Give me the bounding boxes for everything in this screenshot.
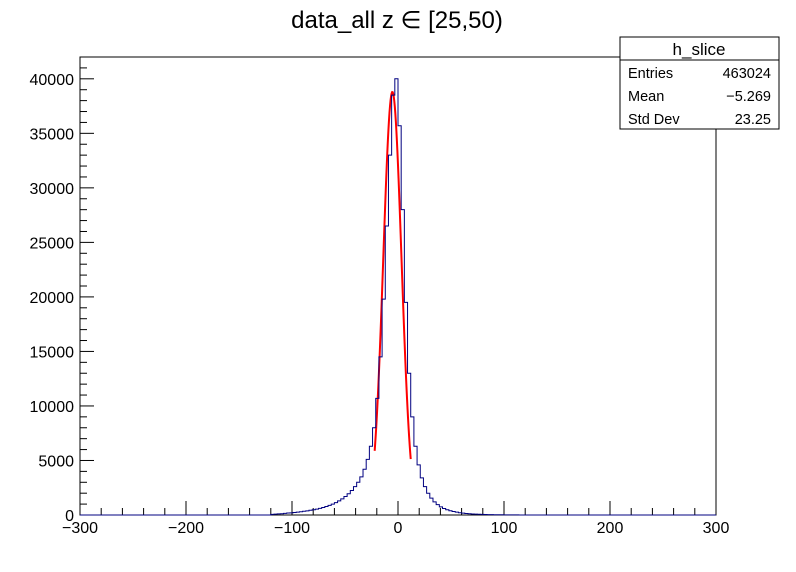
chart-title: data_all z ∈ [25,50) bbox=[291, 7, 503, 34]
x-tick-label: −300 bbox=[62, 520, 98, 537]
histogram-bin bbox=[392, 95, 395, 515]
y-tick-label: 15000 bbox=[30, 344, 75, 361]
histogram-outline bbox=[80, 78, 716, 516]
y-tick-label: 25000 bbox=[30, 235, 75, 252]
x-tick-label: 300 bbox=[703, 520, 730, 537]
y-tick-label: 30000 bbox=[30, 181, 75, 198]
x-tick-label: 200 bbox=[597, 520, 624, 537]
x-tick-label: −200 bbox=[168, 520, 204, 537]
x-tick-label: 0 bbox=[394, 520, 403, 537]
y-axis: 0 5000 10000 15000 20000 25000 30000 35000 40000 bbox=[30, 56, 94, 525]
stats-entries-label: Entries bbox=[628, 66, 673, 82]
stats-mean-label: Mean bbox=[628, 89, 664, 105]
y-tick-label: 5000 bbox=[38, 453, 74, 470]
stats-box-title: h_slice bbox=[673, 40, 726, 59]
stats-box-frame bbox=[619, 36, 780, 130]
y-tick-label: 35000 bbox=[30, 126, 75, 143]
x-tick-label: −100 bbox=[274, 520, 310, 537]
x-tick-label: 100 bbox=[491, 520, 518, 537]
y-tick-label: 40000 bbox=[30, 72, 75, 89]
stats-box: h_slice Entries 463024 Mean −5.269 Std D… bbox=[619, 36, 780, 130]
stats-stddev-label: Std Dev bbox=[628, 112, 680, 128]
stats-mean-value: −5.269 bbox=[726, 89, 771, 105]
gaussian-fit-curve bbox=[373, 90, 412, 460]
stats-stddev-value: 23.25 bbox=[735, 112, 771, 128]
stats-entries-value: 463024 bbox=[723, 66, 771, 82]
y-tick-label: 10000 bbox=[30, 399, 75, 416]
fit-curve-layer bbox=[373, 90, 412, 460]
histogram-layer bbox=[80, 78, 716, 516]
x-axis: −300 −200 −100 0 100 200 300 bbox=[62, 501, 729, 537]
y-tick-label: 20000 bbox=[30, 290, 75, 307]
histogram-bin bbox=[357, 482, 360, 515]
y-tick-label: 0 bbox=[65, 508, 74, 525]
